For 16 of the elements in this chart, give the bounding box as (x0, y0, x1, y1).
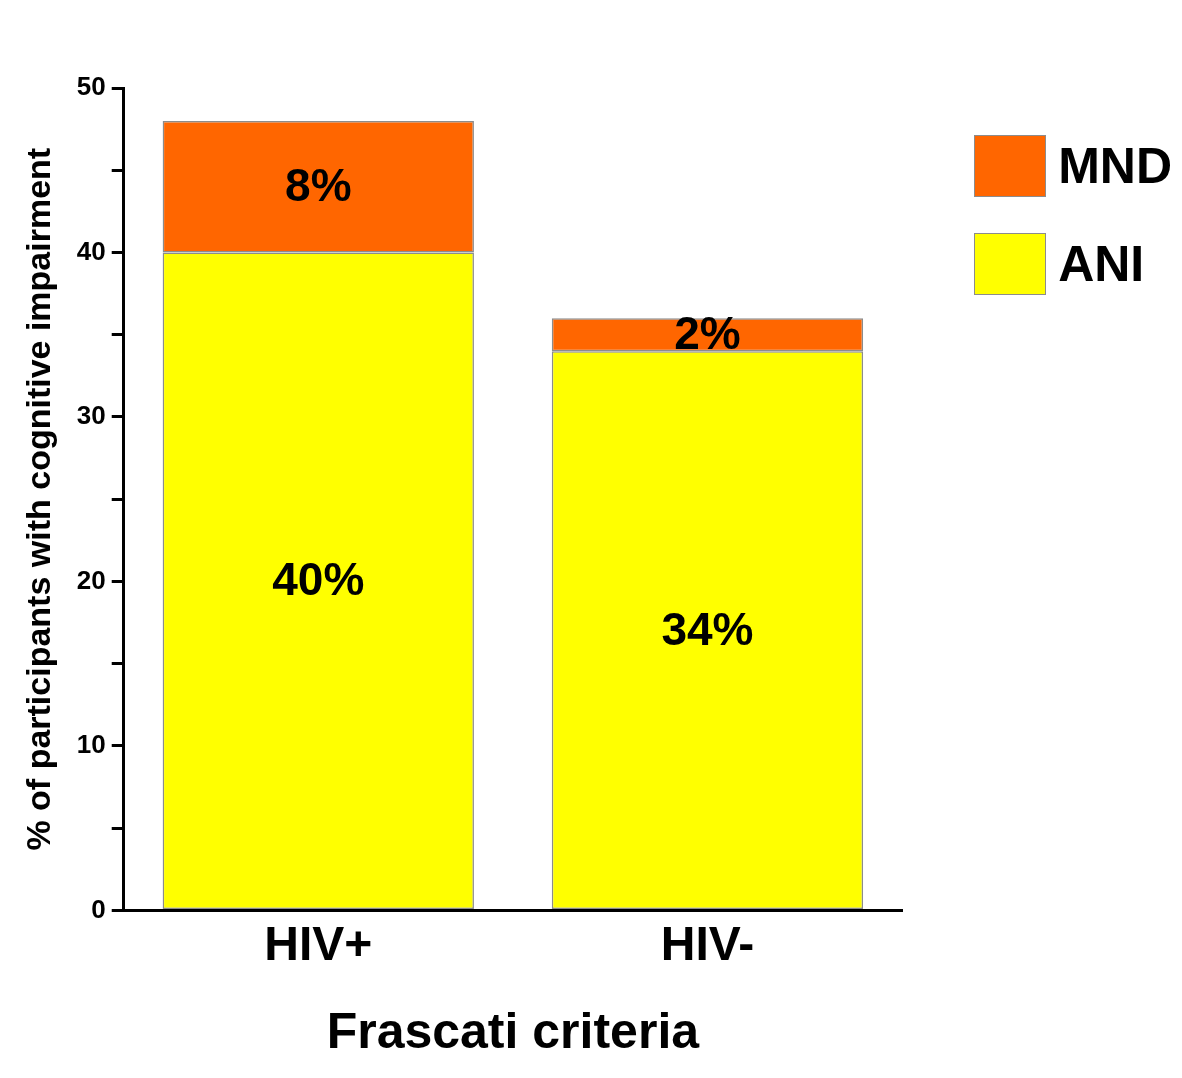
y-tick-label: 0 (91, 893, 106, 924)
data-label: 34% (661, 602, 754, 655)
y-tick-label: 10 (76, 729, 106, 760)
data-label: 40% (272, 553, 365, 606)
text: ANI (1058, 235, 1145, 293)
legend-label: MND (1058, 137, 1172, 195)
x-tick-label: HIV+ (264, 917, 373, 971)
data-label: 2% (674, 307, 741, 360)
y-tick-label: 50 (76, 71, 106, 102)
y-axis-title: % of participants with cognitive impairment (18, 147, 57, 851)
y-tick-label: 30 (76, 400, 106, 431)
x-tick-label: HIV- (660, 917, 755, 971)
y-tick-label: 40 (76, 235, 106, 266)
y-tick-label: 20 (76, 564, 106, 595)
data-label: 8% (285, 159, 352, 212)
x-axis-title: Frascati criteria (326, 1002, 701, 1059)
